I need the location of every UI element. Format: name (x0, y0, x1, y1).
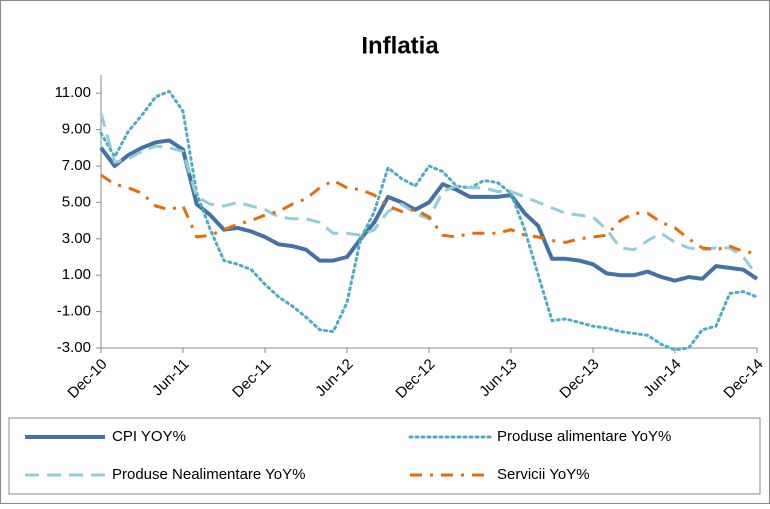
y-tick-label: 9.00 (62, 121, 91, 138)
y-tick-label: 7.00 (62, 157, 91, 174)
legend-box (8, 417, 761, 495)
series-line (99, 138, 759, 283)
legend-label: Produse alimentare YoY% (497, 428, 671, 445)
legend-label: Produse Nealimentare YoY% (112, 466, 305, 483)
chart-title: Inflatia (361, 32, 439, 59)
y-tick-label: 1.00 (62, 266, 91, 283)
legend-label: CPI YOY% (112, 428, 186, 445)
y-tick-label: -1.00 (57, 303, 91, 320)
y-tick-label: -3.00 (57, 339, 91, 356)
y-tick-label: 11.00 (55, 84, 91, 101)
series-line (99, 89, 759, 352)
legend-label: Servicii YoY% (497, 466, 590, 483)
series-line (100, 173, 758, 255)
y-tick-label: 5.00 (62, 193, 91, 210)
y-tick-label: 3.00 (62, 230, 91, 247)
